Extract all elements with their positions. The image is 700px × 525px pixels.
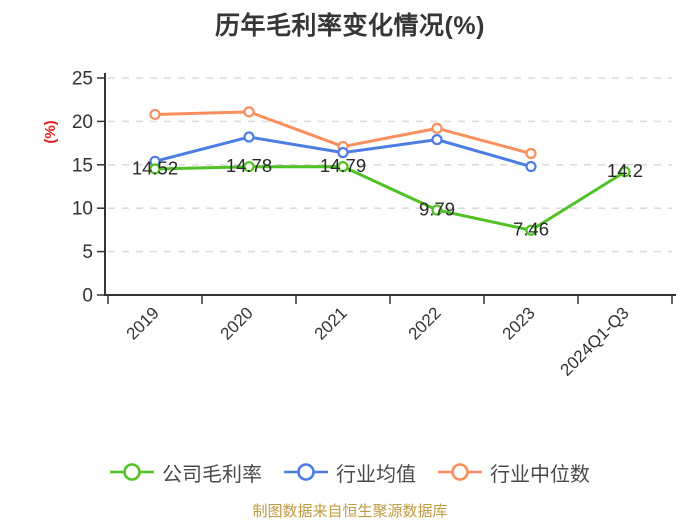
data-label: 14.78 — [226, 155, 272, 176]
y-tick-label: 5 — [82, 242, 93, 263]
data-label: 14.52 — [132, 157, 178, 178]
legend-marker-icon — [284, 463, 328, 481]
series-1-point-1[interactable] — [243, 131, 255, 143]
x-tick-label: 2019 — [123, 303, 163, 343]
chart-title: 历年毛利率变化情况(%) — [215, 12, 485, 40]
x-tick-label: 2023 — [499, 303, 539, 343]
legend-item-0[interactable]: 公司毛利率 — [110, 458, 262, 487]
series-0-point-2[interactable] — [337, 161, 349, 173]
data-label: 9.79 — [419, 199, 455, 220]
y-tick-label: 20 — [72, 112, 93, 133]
legend-label: 行业均值 — [336, 463, 416, 486]
legend-marker-icon — [438, 463, 482, 481]
series-0-labels: 14.52 14.78 14.79 9.79 7.46 14.2 — [132, 155, 643, 240]
y-axis-unit-label: (%) — [42, 120, 59, 143]
series-0-point-1[interactable] — [243, 161, 255, 173]
series-0 — [149, 161, 631, 236]
legend-item-2[interactable]: 行业中位数 — [438, 458, 590, 487]
data-source-note: 制图数据来自恒生聚源数据库 — [252, 503, 448, 520]
y-gridlines — [108, 77, 672, 253]
legend-marker-icon — [110, 463, 154, 481]
x-tick-label: 2020 — [217, 303, 257, 343]
series-1-point-4[interactable] — [525, 160, 537, 173]
series-2 — [149, 106, 537, 160]
data-label: 14.79 — [320, 155, 366, 176]
y-tick-label: 0 — [82, 286, 93, 307]
series-1 — [149, 131, 537, 173]
series-2-point-1[interactable] — [243, 106, 255, 118]
x-tick-label: 2021 — [311, 303, 351, 343]
x-axis-labels: 2019 2020 2021 2022 2023 2024Q1-Q3 — [123, 303, 633, 379]
data-label: 14.2 — [607, 160, 643, 181]
legend-item-1[interactable]: 行业均值 — [284, 458, 416, 487]
y-tick-label: 10 — [72, 199, 93, 220]
series-0-point-3[interactable] — [431, 204, 443, 216]
series-0-point-4[interactable] — [525, 224, 537, 236]
series-1-point-2[interactable] — [337, 147, 349, 159]
legend-label: 行业中位数 — [490, 463, 590, 486]
data-label: 7.46 — [513, 219, 549, 240]
y-tick-label: 15 — [72, 155, 93, 176]
series-0-point-0[interactable] — [149, 163, 161, 175]
series-2-point-3[interactable] — [431, 122, 443, 134]
y-axis-ticks: 0 5 10 15 20 25 — [72, 69, 105, 307]
legend: 公司毛利率 行业均值 行业中位数 — [0, 455, 700, 489]
series-line-0 — [154, 165, 626, 232]
legend-label: 公司毛利率 — [162, 463, 262, 486]
series-2-point-0[interactable] — [149, 108, 161, 121]
line-chart-plot: 0 5 10 15 20 25 (%) 2019 2020 2021 2022 2023 2024Q1-… — [42, 69, 676, 380]
x-axis-ticks — [107, 296, 673, 304]
series-0-point-5[interactable] — [619, 166, 631, 178]
y-tick-label: 25 — [72, 69, 93, 90]
x-tick-label: 2024Q1-Q3 — [557, 303, 633, 379]
axes — [104, 73, 676, 296]
x-tick-label: 2022 — [405, 303, 445, 343]
series-2-point-4[interactable] — [525, 147, 537, 160]
series-1-point-3[interactable] — [431, 134, 443, 146]
